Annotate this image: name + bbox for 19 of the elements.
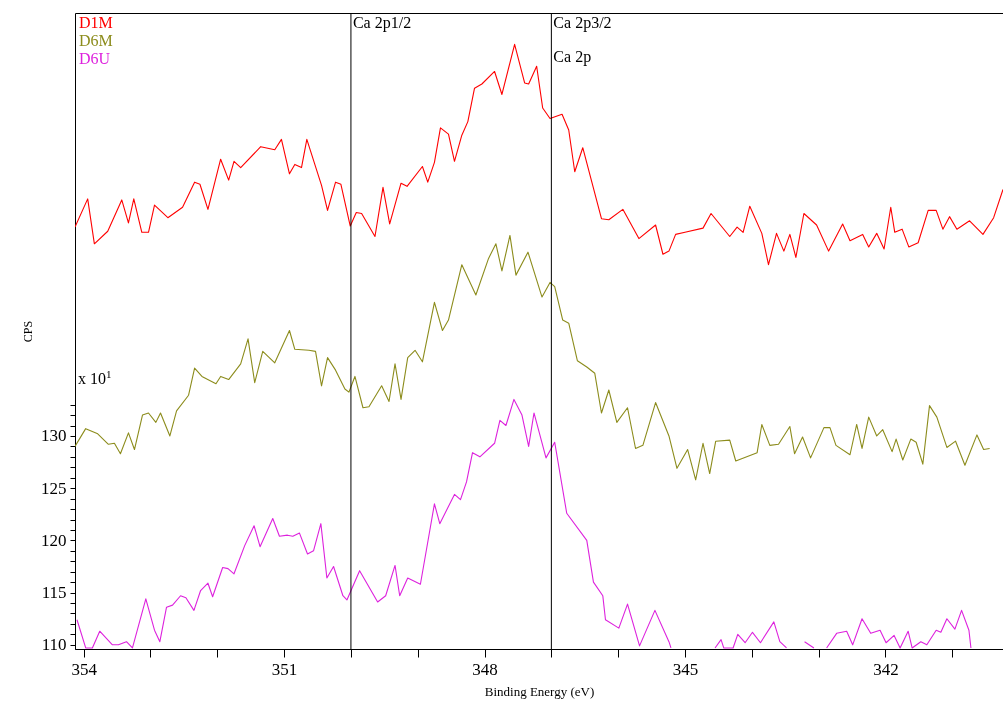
y-axis-title: CPS [21,320,35,343]
annotation: x 10$^{1}$ [78,368,112,389]
x-axis-title: Binding Energy (eV) [484,683,595,699]
ref-line-label: Ca 2p1/2 [352,14,412,32]
y-tick-label: 130 [41,426,67,446]
y-tick-label: 120 [41,530,67,550]
y-tick-label: 115 [41,583,67,603]
x-tick-label: 351 [271,659,298,679]
annotation: Ca 2p [553,47,592,66]
text: D1M [79,14,113,31]
ref-line-label: Ca 2p3/2 [553,14,612,32]
y-tick-label: 125 [41,478,67,498]
text: D6U [79,50,111,67]
x-tick-label: 348 [472,659,498,679]
x-tick-label: 342 [873,659,899,679]
x-tick-label: 345 [672,659,699,679]
y-tick-label: 110 [41,635,67,655]
text: D6M [79,32,113,49]
x-tick-label: 354 [71,659,98,679]
